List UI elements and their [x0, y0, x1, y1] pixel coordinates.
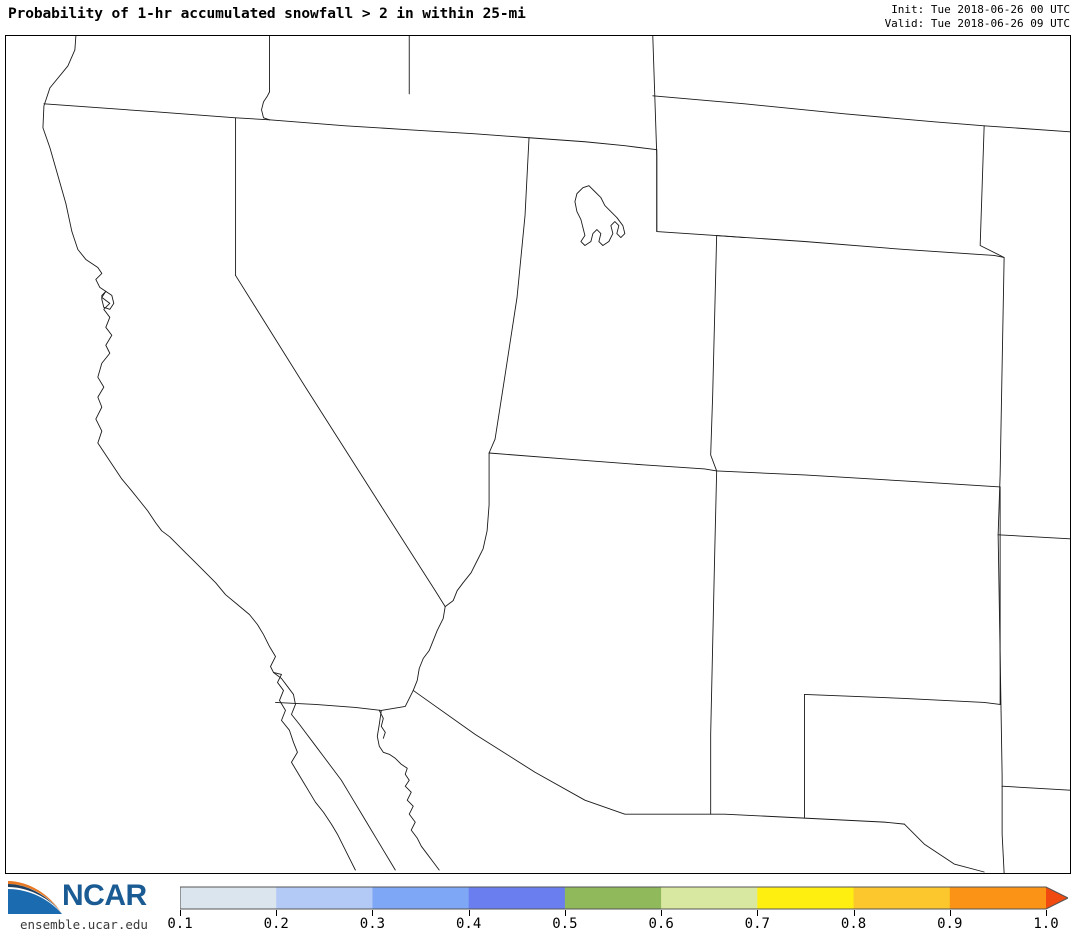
plot-footer: NCAR ensemble.ucar.edu 0.1 0.2 0.3 0.4 0.5 0.…: [0, 874, 1080, 936]
map-geography: [42, 36, 1070, 873]
colorbar-swatches: [180, 886, 1068, 910]
colorbar-tick-label: 0.5: [552, 916, 578, 932]
map-panel[interactable]: [5, 35, 1071, 874]
border-nv-ut: [488, 137, 530, 454]
coastline-baja-east: [273, 672, 396, 871]
lake-tahoe: [101, 290, 115, 310]
border-nm-tx-horiz: [804, 693, 1001, 705]
border-id-wy: [656, 149, 746, 238]
ncar-wordmark: NCAR: [62, 879, 147, 912]
colorbar-tick-mark: [949, 910, 951, 916]
colorbar-axis: 0.1 0.2 0.3 0.4 0.5 0.6 0.7 0.8 0.9 1.0: [167, 910, 1068, 932]
border-wy-co: [716, 235, 1005, 258]
border-tx-panhandle: [1001, 785, 1005, 873]
border-ut-az: [488, 452, 718, 472]
colorbar-segment: [661, 887, 758, 909]
colorbar-outline: [180, 886, 1068, 910]
colorbar-tick-label: 0.6: [648, 916, 674, 932]
colorbar-tick-label: 0.7: [744, 916, 770, 932]
border-or-id-east: [261, 91, 270, 121]
colorbar-segment: [468, 887, 566, 909]
border-ut-co: [710, 235, 718, 472]
plot-header: Probability of 1-hr accumulated snowfall…: [0, 0, 1080, 34]
border-ca-nv-diagonal: [235, 274, 446, 608]
ncar-logo[interactable]: NCAR ensemble.ucar.edu: [6, 878, 171, 934]
init-time-label: Init: Tue 2018-06-26 00 UTC: [891, 3, 1070, 16]
colorbar-tick-label: 0.2: [263, 916, 289, 932]
border-co-east: [997, 257, 1005, 536]
colorbar-segment: [564, 887, 662, 909]
colorbar-tick-mark: [276, 910, 278, 916]
border-co-ks-ok: [997, 534, 1003, 787]
colorbar-tick-label: 0.8: [840, 916, 867, 932]
colorbar[interactable]: 0.1 0.2 0.3 0.4 0.5 0.6 0.7 0.8 0.9 1.0: [167, 886, 1068, 932]
border-wy-mt: [652, 95, 985, 127]
border-ok-tx-east: [1001, 785, 1070, 791]
coastline-pacific: [42, 36, 356, 871]
coastline-sonora: [376, 709, 440, 871]
border-ca-mexico: [275, 701, 382, 711]
colorbar-segment: [853, 887, 951, 909]
colorbar-tick-mark: [1046, 910, 1047, 916]
border-mt-id: [652, 36, 658, 232]
border-co-nm: [716, 470, 1001, 488]
border-ne-wy: [979, 125, 1005, 258]
valid-time-label: Valid: Tue 2018-06-26 09 UTC: [884, 16, 1070, 30]
colorbar-tick-mark: [564, 910, 566, 916]
border-nm-mexico: [710, 813, 905, 825]
border-ks-ok: [997, 534, 1070, 540]
colorbar-tick-mark: [757, 910, 759, 916]
coastline-colorado-river-mouth: [378, 709, 386, 739]
colorbar-tick-mark: [372, 910, 374, 916]
ncar-swoosh-icon: [8, 881, 62, 914]
colorbar-tick-mark: [468, 910, 470, 916]
border-az-mexico: [412, 689, 712, 815]
colorbar-segment: [276, 887, 373, 909]
colorbar-tick-label: 0.1: [167, 916, 193, 932]
colorbar-segment: [180, 887, 277, 909]
colorbar-tick-label: 0.9: [937, 916, 963, 932]
border-ne-sd: [983, 125, 1070, 133]
colorbar-tick-mark: [853, 910, 855, 916]
colorbar-segment: [372, 887, 470, 909]
colorbar-segment: [757, 887, 854, 909]
border-tx-south: [903, 823, 985, 873]
colorbar-tick-label: 1.0: [1033, 916, 1059, 932]
border-or-south: [43, 103, 270, 121]
forecast-time-block: Init: Tue 2018-06-26 00 UTC Valid: Tue 2…: [885, 3, 1070, 30]
border-id-or-nv: [269, 119, 530, 139]
colorbar-extend-arrow: [1046, 887, 1068, 909]
border-az-nm: [710, 470, 718, 815]
colorbar-tick-mark: [661, 910, 663, 916]
border-id-nv-ut: [528, 137, 658, 151]
colorbar-segment: [949, 887, 1047, 909]
border-ca-az-river: [380, 606, 446, 711]
colorbar-tick-label: 0.4: [456, 916, 482, 932]
ncar-url-label: ensemble.ucar.edu: [20, 917, 148, 932]
colorbar-tick-label: 0.3: [359, 916, 386, 932]
colorbar-tick-mark: [180, 910, 181, 916]
border-nv-az: [444, 452, 490, 608]
great-salt-lake: [574, 185, 626, 246]
page-title: Probability of 1-hr accumulated snowfall…: [8, 6, 526, 22]
